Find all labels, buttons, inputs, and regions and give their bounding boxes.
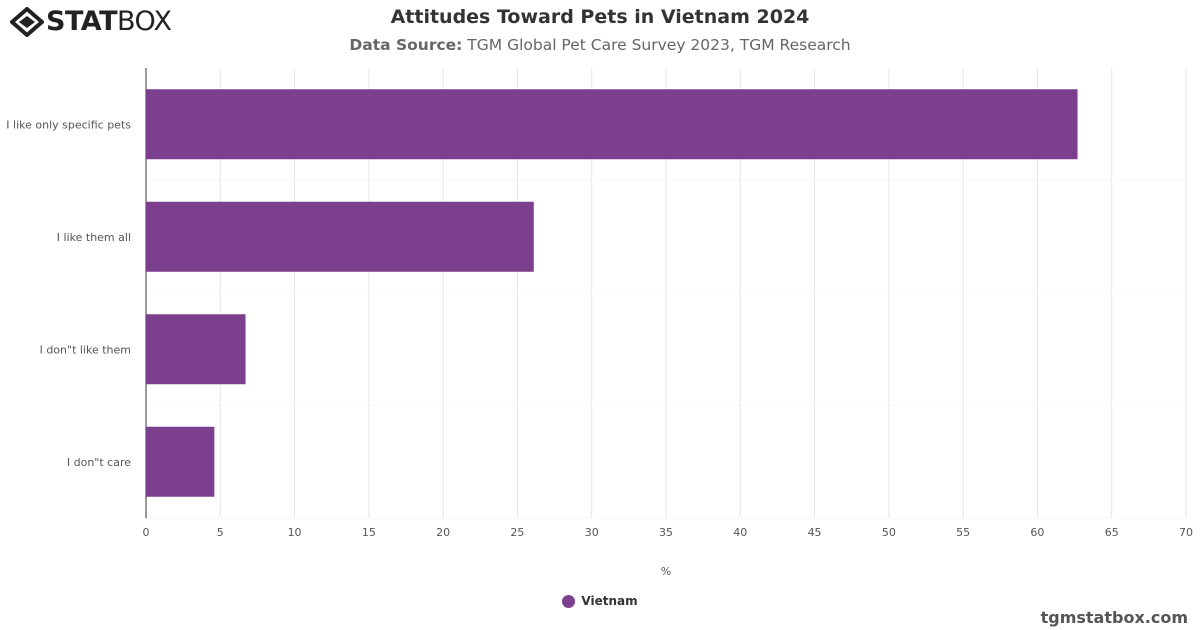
bar (146, 89, 1078, 160)
y-category-label: I like them all (57, 231, 131, 244)
x-tick-label: 50 (882, 526, 896, 539)
x-tick-label: 15 (362, 526, 376, 539)
x-tick-label: 30 (585, 526, 599, 539)
legend-marker (562, 594, 576, 608)
logo-text: STATBOX (46, 6, 172, 37)
x-tick-label: 35 (659, 526, 673, 539)
y-category-label: I don"t care (67, 456, 131, 469)
bar (146, 201, 534, 272)
x-tick-label: 55 (956, 526, 970, 539)
x-tick-label: 25 (510, 526, 524, 539)
bar (146, 314, 246, 385)
legend-label: Vietnam (581, 594, 638, 608)
x-tick-label: 5 (217, 526, 224, 539)
x-axis-title: % (661, 565, 671, 578)
x-tick-label: 45 (808, 526, 822, 539)
x-tick-label: 65 (1105, 526, 1119, 539)
x-tick-label: 60 (1030, 526, 1044, 539)
source-credit: tgmstatbox.com (1040, 608, 1188, 627)
legend[interactable]: Vietnam (0, 594, 1200, 608)
x-tick-label: 20 (436, 526, 450, 539)
bar (146, 426, 215, 497)
y-category-label: I like only specific pets (6, 118, 131, 131)
statbox-logo: STATBOX (10, 6, 172, 37)
x-tick-label: 0 (143, 526, 150, 539)
chart-subtitle: Data Source: TGM Global Pet Care Survey … (349, 36, 851, 54)
y-category-label: I don"t like them (40, 343, 131, 356)
x-tick-label: 40 (733, 526, 747, 539)
x-tick-label: 70 (1179, 526, 1193, 539)
chart-title: Attitudes Toward Pets in Vietnam 2024 (390, 6, 810, 28)
diamond-logo-icon (10, 6, 44, 37)
x-tick-label: 10 (288, 526, 302, 539)
